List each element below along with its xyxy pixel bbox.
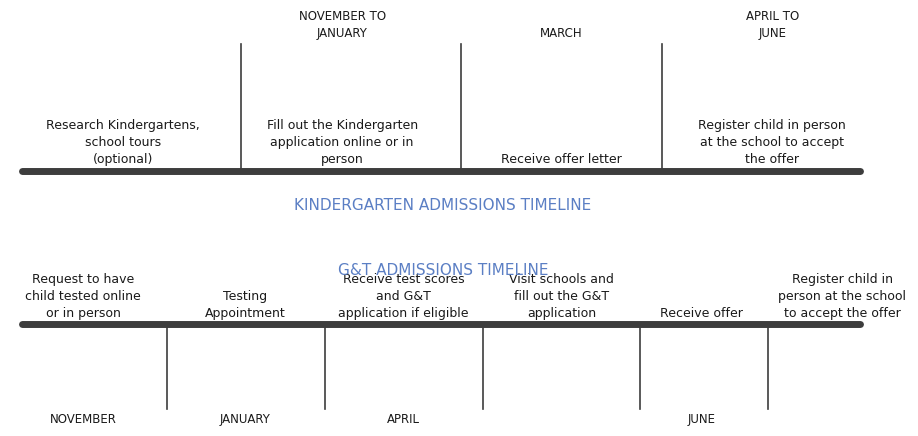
Text: Visit schools and
fill out the G&T
application: Visit schools and fill out the G&T appli… bbox=[509, 273, 614, 320]
Text: JANUARY: JANUARY bbox=[220, 413, 271, 426]
Text: Receive offer letter: Receive offer letter bbox=[501, 153, 621, 167]
Text: APRIL: APRIL bbox=[387, 413, 420, 426]
Text: Fill out the Kindergarten
application online or in
person: Fill out the Kindergarten application on… bbox=[266, 119, 418, 167]
Text: MARCH: MARCH bbox=[540, 27, 583, 40]
Text: Receive test scores
and G&T
application if eligible: Receive test scores and G&T application … bbox=[338, 273, 469, 320]
Text: APRIL TO
JUNE: APRIL TO JUNE bbox=[745, 10, 799, 40]
Text: KINDERGARTEN ADMISSIONS TIMELINE: KINDERGARTEN ADMISSIONS TIMELINE bbox=[295, 198, 591, 213]
Text: NOVEMBER: NOVEMBER bbox=[50, 413, 117, 426]
Text: G&T ADMISSIONS TIMELINE: G&T ADMISSIONS TIMELINE bbox=[338, 263, 548, 278]
Text: JUNE: JUNE bbox=[688, 413, 716, 426]
Text: Register child in person
at the school to accept
the offer: Register child in person at the school t… bbox=[699, 119, 846, 167]
Text: NOVEMBER TO
JANUARY: NOVEMBER TO JANUARY bbox=[298, 10, 386, 40]
Text: Register child in
person at the school
to accept the offer: Register child in person at the school t… bbox=[778, 273, 906, 320]
Text: Research Kindergartens,
school tours
(optional): Research Kindergartens, school tours (op… bbox=[46, 119, 199, 167]
Text: Testing
Appointment: Testing Appointment bbox=[205, 290, 285, 320]
Text: Request to have
child tested online
or in person: Request to have child tested online or i… bbox=[26, 273, 141, 320]
Text: Receive offer: Receive offer bbox=[660, 307, 744, 320]
